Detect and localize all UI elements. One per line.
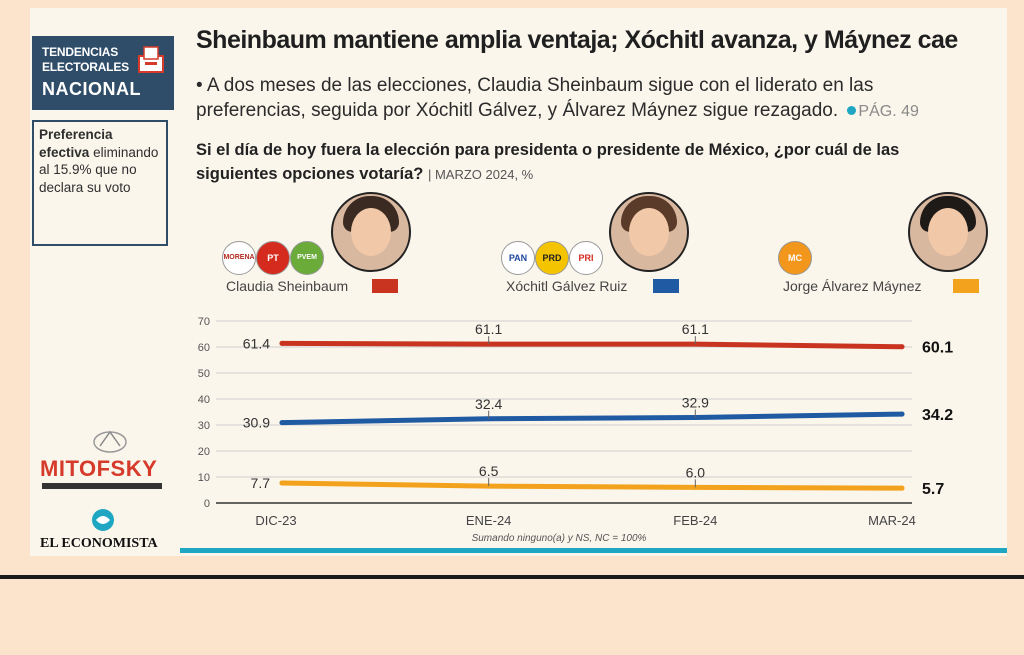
series-line <box>279 411 905 426</box>
data-point <box>692 341 698 347</box>
y-tick-label: 30 <box>198 420 210 432</box>
brand-line-1: TENDENCIAS <box>42 45 119 59</box>
data-label: 6.5 <box>479 463 499 479</box>
x-tick-label: FEB-24 <box>673 513 717 528</box>
data-point <box>486 416 492 422</box>
party-logo-prd: PRD <box>535 241 569 275</box>
el-economista-logo: EL ECONOMISTA <box>40 536 158 551</box>
methodology-note: Preferencia efectiva eliminando al 15.9%… <box>32 120 168 246</box>
candidate-name-maynez: Jorge Álvarez Máynez <box>783 278 922 294</box>
face <box>351 208 391 256</box>
candidate-photo-galvez <box>609 192 689 272</box>
series-line <box>279 480 905 491</box>
data-point <box>899 344 905 350</box>
data-point <box>279 340 285 346</box>
data-point <box>279 480 285 486</box>
y-tick-label: 60 <box>198 342 210 354</box>
data-point <box>279 420 285 426</box>
y-tick-label: 0 <box>204 498 210 510</box>
chart-footnote: Sumando ninguno(a) y NS, NC = 100% <box>472 533 647 544</box>
brand-line-3: NACIONAL <box>42 79 141 99</box>
data-label: 60.1 <box>922 340 953 357</box>
face <box>928 208 968 256</box>
data-label: 32.4 <box>475 396 502 412</box>
mitofsky-underline <box>42 483 162 489</box>
data-label: 34.2 <box>922 407 953 424</box>
candidate-photo-maynez <box>908 192 988 272</box>
data-point <box>899 411 905 417</box>
y-tick-label: 40 <box>198 394 210 406</box>
candidate-photo-sheinbaum <box>331 192 411 272</box>
survey-date: | MARZO 2024, % <box>427 167 534 182</box>
section-brand: TENDENCIAS ELECTORALES NACIONAL <box>32 36 174 110</box>
data-label: 5.7 <box>922 481 944 498</box>
question-text: Si el día de hoy fuera la elección para … <box>196 141 900 183</box>
x-tick-label: DIC-23 <box>255 513 296 528</box>
data-label: 61.4 <box>243 335 270 351</box>
headline: Sheinbaum mantiene amplia ventaja; Xóchi… <box>196 26 958 54</box>
el-economista-icon <box>92 509 114 531</box>
party-logo-pri: PRI <box>569 241 603 275</box>
lede-text: • A dos meses de las elecciones, Claudia… <box>196 75 874 121</box>
party-logo-pvem: PVEM <box>290 241 324 275</box>
lede-paragraph: • A dos meses de las elecciones, Claudia… <box>196 73 986 124</box>
data-label: 61.1 <box>682 321 709 337</box>
note-bold: Preferencia efectiva <box>39 127 113 160</box>
x-tick-label: ENE-24 <box>466 513 512 528</box>
data-label: 32.9 <box>682 394 709 410</box>
ballot-box-icon <box>138 46 164 73</box>
y-tick-label: 70 <box>198 316 210 328</box>
data-label: 61.1 <box>475 321 502 337</box>
page-ref-dot-icon <box>847 106 857 115</box>
brand-line-2: ELECTORALES <box>42 60 129 74</box>
infographic-card <box>30 8 1007 556</box>
legend-swatch-maynez <box>953 279 979 293</box>
party-logo-mc: MC <box>778 241 812 275</box>
survey-question: Si el día de hoy fuera la elección para … <box>196 138 976 187</box>
page-ref: PÁG. 49 <box>858 103 919 120</box>
data-label: 7.7 <box>251 475 271 491</box>
candidate-name-galvez: Xóchitl Gálvez Ruiz <box>506 278 628 294</box>
sidebar: TENDENCIAS ELECTORALES NACIONAL Preferen… <box>30 8 174 556</box>
face <box>629 208 669 256</box>
legend-swatch-sheinbaum <box>372 279 398 293</box>
teal-rule <box>180 548 1007 553</box>
mitofsky-logo: MITOFSKY <box>40 456 158 481</box>
data-label: 30.9 <box>243 415 270 431</box>
x-tick-label: MAR-24 <box>868 513 916 528</box>
y-tick-label: 50 <box>198 368 210 380</box>
data-point <box>899 485 905 491</box>
party-logo-pt: PT <box>256 241 290 275</box>
candidate-name-sheinbaum: Claudia Sheinbaum <box>226 278 349 294</box>
mitofsky-emblem-icon <box>93 430 127 453</box>
party-logo-morena: MORENA <box>222 241 256 275</box>
legend-swatch-galvez <box>653 279 679 293</box>
y-tick-label: 10 <box>198 472 210 484</box>
line-chart: 0 10 20 30 40 50 60 70 DIC-23 ENE-24 FEB-24 MAR-24 6… <box>198 316 953 544</box>
data-point <box>486 341 492 347</box>
note-text: eliminando al 15.9% que no declara su vo… <box>39 144 159 195</box>
series-line <box>279 340 905 350</box>
data-label: 6.0 <box>686 464 706 480</box>
y-tick-label: 20 <box>198 446 210 458</box>
page-rule <box>0 575 1024 579</box>
party-logo-pan: PAN <box>501 241 535 275</box>
